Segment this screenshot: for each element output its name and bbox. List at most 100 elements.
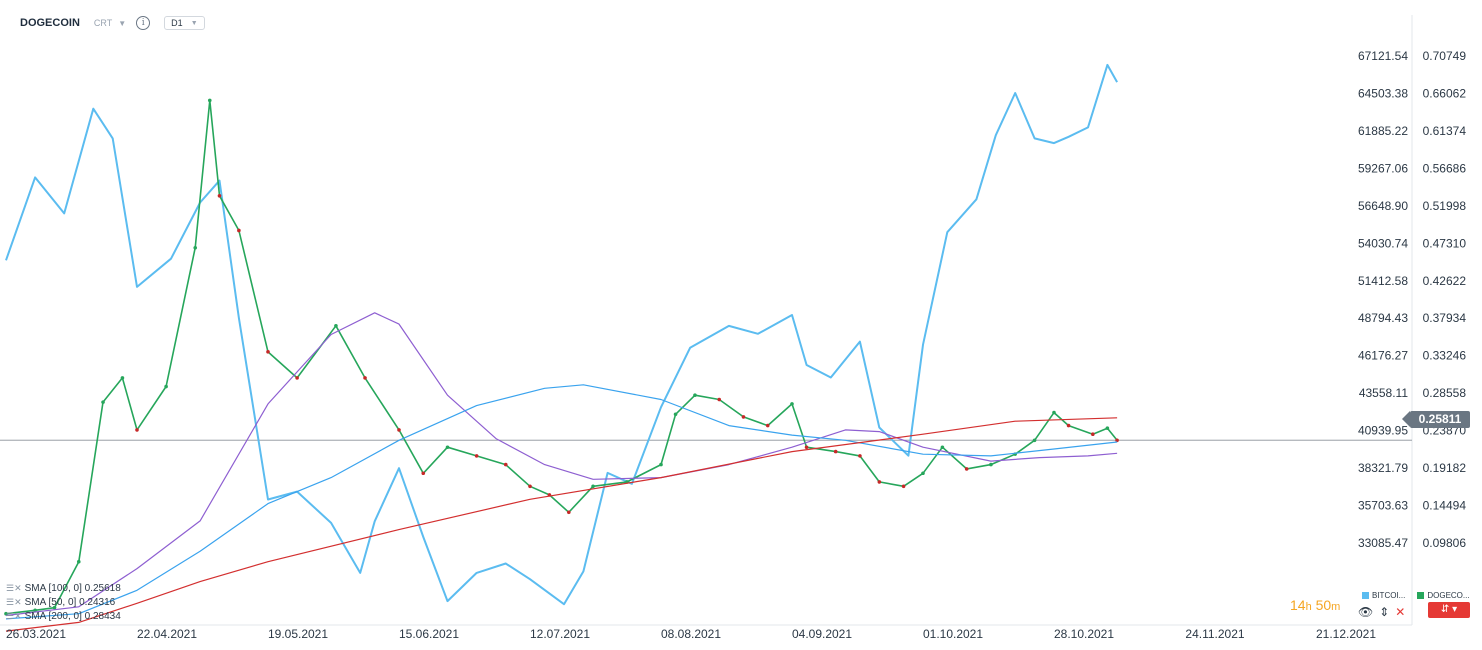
x-tick-label: 04.09.2021 [792,627,852,641]
x-tick-label: 24.11.2021 [1185,627,1244,641]
y-right-tick-label: 0.14494 [1423,499,1467,513]
dogecoin-point [901,484,906,489]
y-right-tick-label: 0.61374 [1423,124,1467,138]
dogecoin-point [1066,423,1071,428]
dogecoin-point [804,445,809,450]
current-price-tag: 0.25811 [1402,411,1470,428]
dogecoin-point [363,376,367,380]
timeframe-selector[interactable]: D1 ▼ [164,16,205,30]
y-left-tick-label: 61885.22 [1358,124,1408,138]
y-right-tick-label: 0.47310 [1423,236,1467,250]
dogecoin-point [4,611,8,616]
dogecoin-point [397,428,401,432]
y-right-tick-label: 0.42622 [1423,274,1467,288]
candle-timer: 14h 50m [1290,597,1340,613]
y-right-tick-label: 0.51998 [1423,199,1467,213]
y-right-tick-label: 0.09806 [1423,536,1467,550]
y-left-tick-label: 67121.54 [1358,49,1408,63]
chart-kind-selector[interactable]: CRT [93,18,113,28]
y-left-tick-label: 38321.79 [1358,461,1408,475]
menu-icon[interactable]: ☰✕ [6,597,22,607]
dogecoin-point [207,98,212,103]
dogecoin-point [940,445,945,450]
chevron-down-icon[interactable]: ▼ [118,18,127,28]
dogecoin-point [217,193,222,198]
info-icon[interactable]: i [136,16,151,30]
indicator-label: SMA [200, 0] 0.28434 [24,611,121,622]
dogecoin-point [659,462,663,467]
reorder-icon[interactable]: ⇕ [1379,605,1390,619]
dogecoin-point [765,423,770,428]
y-left-tick-label: 51412.58 [1358,274,1408,288]
dogecoin-point [503,462,508,467]
y-right-tick-label: 0.70749 [1423,49,1467,63]
x-tick-label: 01.10.2021 [923,627,983,641]
close-icon[interactable]: ✕ [1395,605,1406,619]
dogecoin-point [52,605,57,610]
dogecoin-point [790,402,794,406]
sliders-icon: ⇵ ▾ [1440,604,1458,615]
dogecoin-point [964,467,969,471]
dogecoin-point [1115,438,1119,443]
dogecoin-point [921,471,925,476]
dogecoin-point [1091,432,1095,437]
legend-item-bitcoin[interactable]: BITCOI... [1362,591,1405,600]
y-left-tick-label: 56648.90 [1358,199,1408,213]
y-left-tick-label: 35703.63 [1358,499,1408,513]
indicator-label: SMA [100, 0] 0.25618 [24,583,121,594]
y-right-tick-label: 0.33246 [1423,349,1467,363]
dogecoin-point [1032,438,1037,443]
dogecoin-point [33,608,37,613]
legend-swatch [1362,592,1369,599]
timer-h-unit: h [1305,601,1312,613]
bitcoin-series-line [5,63,1118,606]
indicator-sma100[interactable]: ☰✕ SMA [100, 0] 0.25618 [6,583,121,594]
dogecoin-point [567,510,571,515]
dogecoin-point [528,484,532,489]
menu-icon[interactable]: ☰✕ [6,611,22,621]
sma50-line [5,312,1118,617]
dogecoin-point [741,415,746,419]
x-tick-label: 12.07.2021 [530,627,590,641]
y-left-tick-label: 59267.06 [1358,161,1408,175]
dogecoin-point [673,412,678,417]
sma200-line [5,417,1118,632]
x-tick-label: 22.04.2021 [137,627,197,641]
y-right-tick-label: 0.56686 [1423,161,1467,175]
y-right-tick-label: 0.66062 [1423,86,1467,100]
legend-item-dogecoin[interactable]: DOGECO... [1417,591,1470,600]
indicator-label: SMA [50, 0] 0.24316 [24,597,116,608]
timeframe-label: D1 [171,18,183,28]
indicator-sma200[interactable]: ☰✕ SMA [200, 0] 0.28434 [6,611,121,622]
y-right-tick-label: 0.19182 [1423,461,1467,475]
x-tick-label: 19.05.2021 [268,627,328,641]
y-left-tick-label: 54030.74 [1358,236,1408,250]
dogecoin-point [1052,410,1056,415]
compare-settings-button[interactable]: ⇵ ▾ [1428,602,1470,618]
x-tick-label: 28.10.2021 [1054,627,1114,641]
eye-icon[interactable]: 👁 [1358,605,1374,619]
dogecoin-point [474,454,479,458]
dogecoin-point [295,376,299,380]
x-tick-label: 15.06.2021 [399,627,459,641]
dogecoin-point [858,454,862,458]
y-left-tick-label: 43558.11 [1359,386,1408,400]
dogecoin-point [421,471,426,476]
y-right-tick-label: 0.37934 [1423,311,1467,325]
timer-minutes: 50 [1315,597,1332,613]
x-tick-label: 08.08.2021 [661,627,721,641]
indicator-sma50[interactable]: ☰✕ SMA [50, 0] 0.24316 [6,597,115,608]
dogecoin-point [193,245,198,250]
menu-icon[interactable]: ☰✕ [6,583,22,593]
dogecoin-point [989,462,993,467]
timer-m-unit: m [1331,601,1341,613]
y-left-tick-label: 46176.27 [1358,349,1408,363]
chart-toolbar: DOGECOIN CRT ▼ i D1 ▼ [0,10,205,36]
dogecoin-point [101,400,105,404]
dogecoin-point [120,376,125,380]
y-left-tick-label: 33085.47 [1358,536,1408,550]
legend-label: DOGECO... [1427,591,1470,600]
symbol-name[interactable]: DOGECOIN [20,17,80,29]
dogecoin-point [445,445,450,450]
